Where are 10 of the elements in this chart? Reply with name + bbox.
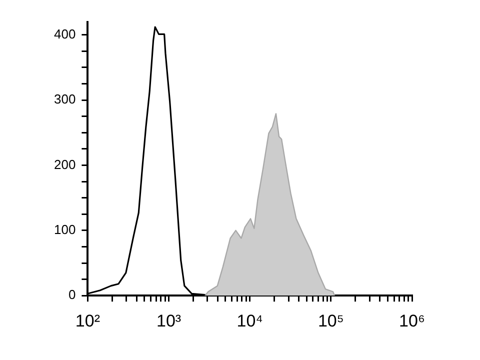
y-tick-label: 200 (54, 156, 76, 172)
x-tick-label: 10⁴ (236, 311, 263, 330)
x-tick-label: 10² (75, 311, 100, 330)
y-tick-label: 400 (54, 26, 76, 42)
x-tick-label: 10³ (156, 311, 182, 330)
x-tick-label: 10⁶ (399, 311, 425, 330)
y-tick-label: 100 (54, 222, 76, 237)
x-tick-label: 10⁵ (318, 311, 344, 330)
y-tick-label: 0 (68, 287, 76, 302)
y-tick-label: 300 (54, 92, 76, 107)
